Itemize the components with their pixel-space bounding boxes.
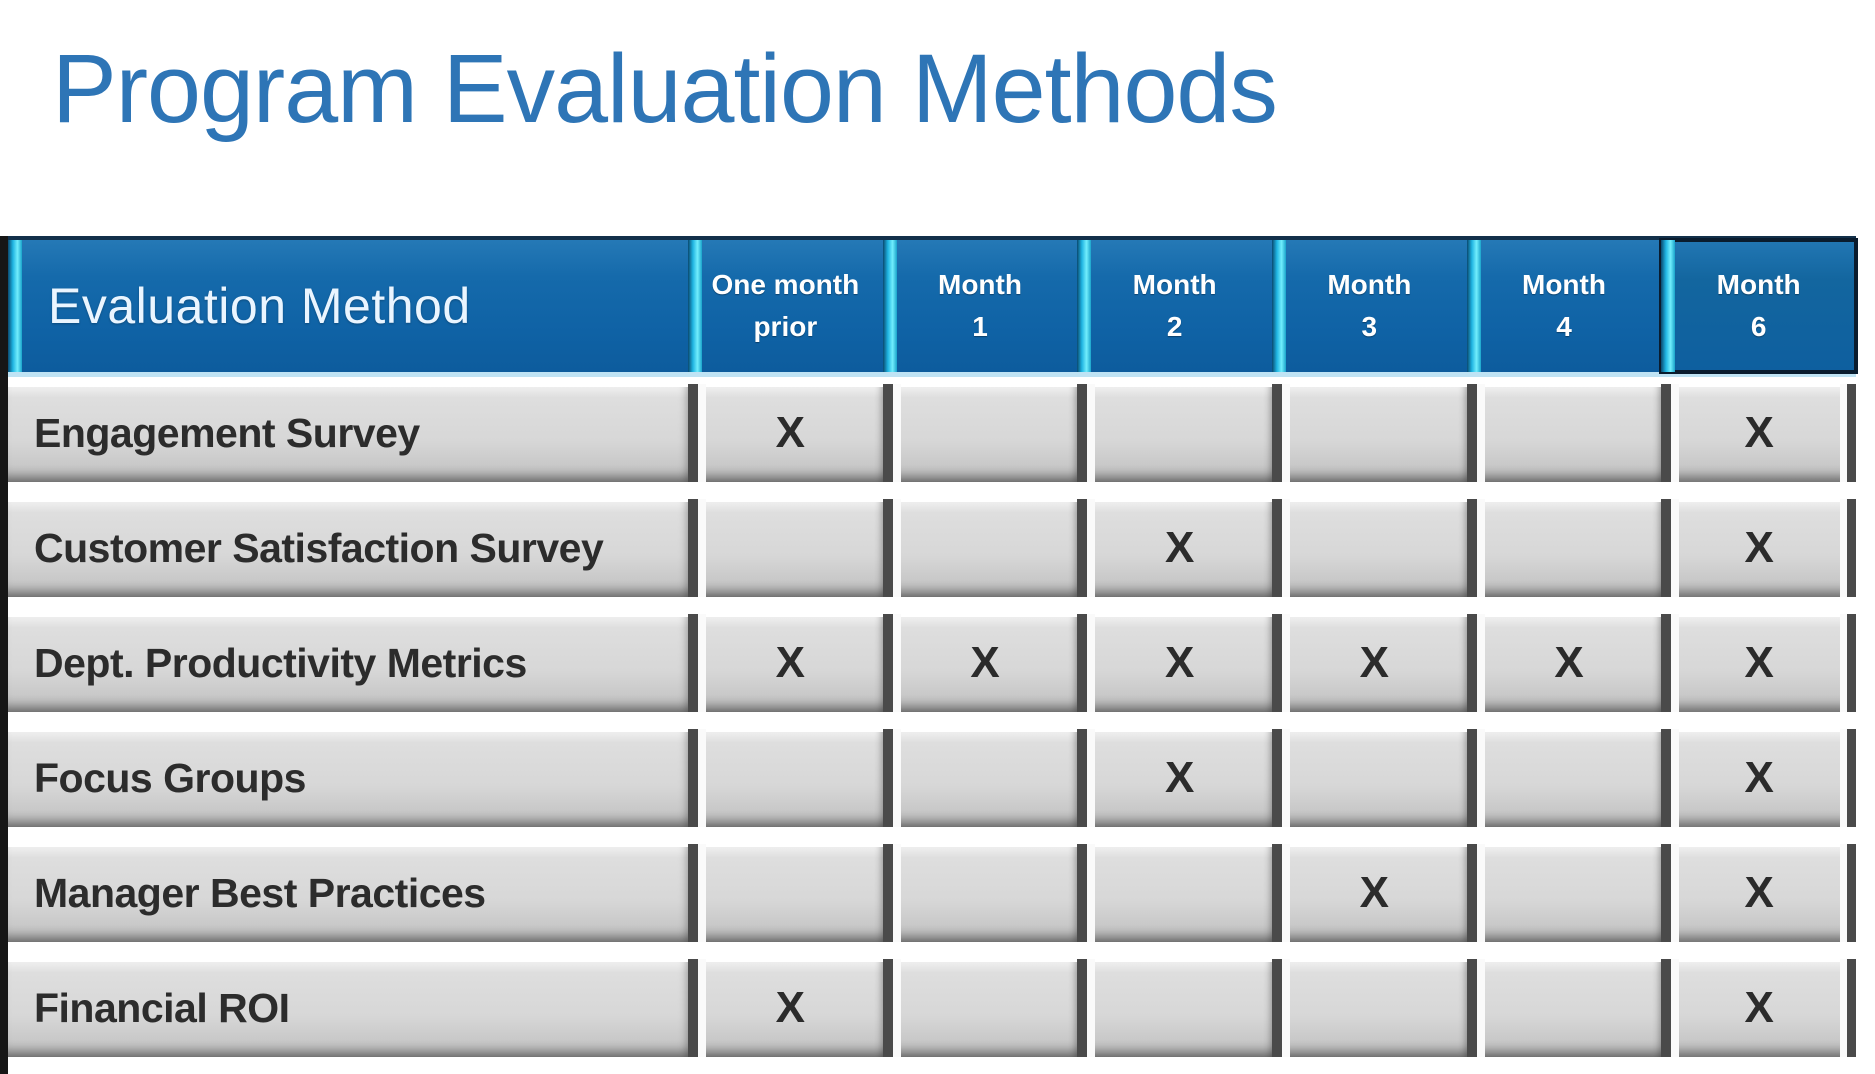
mark-cell-month-3: X xyxy=(1272,614,1467,712)
table-row: Manager Best Practices X X xyxy=(8,844,1856,942)
mark-cell-month-4 xyxy=(1466,844,1662,942)
table-row: Financial ROI X X xyxy=(8,959,1856,1057)
mark-cell-month-2: X xyxy=(1077,614,1272,712)
mark-cell-month-2 xyxy=(1077,844,1272,942)
mark-cell-month-6: X xyxy=(1661,844,1856,942)
mark-cell-one-month-prior: X xyxy=(688,614,883,712)
column-header-evaluation-method: Evaluation Method xyxy=(8,240,688,372)
mark-cell-month-6: X xyxy=(1661,729,1856,827)
table-row: Customer Satisfaction Survey X X xyxy=(8,499,1856,597)
column-header-month-1: Month 1 xyxy=(882,240,1078,372)
mark-cell-one-month-prior: X xyxy=(688,959,883,1057)
mark-cell-one-month-prior xyxy=(688,499,883,597)
column-header-month-6: Month 6 xyxy=(1659,238,1858,374)
row-label: Financial ROI xyxy=(8,959,688,1057)
mark-cell-month-6: X xyxy=(1661,384,1856,482)
mark-cell-one-month-prior xyxy=(688,729,883,827)
mark-cell-month-4 xyxy=(1466,499,1662,597)
mark-cell-month-1: X xyxy=(882,614,1078,712)
mark-cell-month-4 xyxy=(1466,384,1662,482)
mark-cell-month-3: X xyxy=(1272,844,1467,942)
row-label: Engagement Survey xyxy=(8,384,688,482)
row-label: Manager Best Practices xyxy=(8,844,688,942)
row-label: Customer Satisfaction Survey xyxy=(8,499,688,597)
column-header-month-3: Month 3 xyxy=(1272,240,1467,372)
page-title: Program Evaluation Methods xyxy=(52,34,1278,143)
mark-cell-month-1 xyxy=(882,959,1078,1057)
mark-cell-month-6: X xyxy=(1661,959,1856,1057)
table-row: Engagement Survey X X xyxy=(8,384,1856,482)
mark-cell-month-1 xyxy=(882,729,1078,827)
table-row: Focus Groups X X xyxy=(8,729,1856,827)
mark-cell-month-2: X xyxy=(1077,499,1272,597)
mark-cell-month-3 xyxy=(1272,729,1467,827)
mark-cell-month-4 xyxy=(1466,959,1662,1057)
mark-cell-month-6: X xyxy=(1661,499,1856,597)
mark-cell-month-2: X xyxy=(1077,729,1272,827)
evaluation-method-header-label: Evaluation Method xyxy=(48,278,471,334)
mark-cell-month-4 xyxy=(1466,729,1662,827)
mark-cell-month-3 xyxy=(1272,499,1467,597)
column-header-month-2: Month 2 xyxy=(1077,240,1272,372)
mark-cell-month-1 xyxy=(882,384,1078,482)
mark-cell-month-3 xyxy=(1272,959,1467,1057)
mark-cell-month-2 xyxy=(1077,959,1272,1057)
table-header-row: Evaluation Method One month prior Month … xyxy=(8,236,1858,374)
column-header-one-month-prior: One month prior xyxy=(688,240,883,372)
mark-cell-month-1 xyxy=(882,499,1078,597)
mark-cell-month-3 xyxy=(1272,384,1467,482)
row-label: Focus Groups xyxy=(8,729,688,827)
mark-cell-month-2 xyxy=(1077,384,1272,482)
mark-cell-month-6: X xyxy=(1661,614,1856,712)
mark-cell-one-month-prior: X xyxy=(688,384,883,482)
column-header-month-4: Month 4 xyxy=(1466,240,1662,372)
mark-cell-month-4: X xyxy=(1466,614,1662,712)
mark-cell-one-month-prior xyxy=(688,844,883,942)
mark-cell-month-1 xyxy=(882,844,1078,942)
evaluation-table: Evaluation Method One month prior Month … xyxy=(0,236,1858,1074)
row-label: Dept. Productivity Metrics xyxy=(8,614,688,712)
